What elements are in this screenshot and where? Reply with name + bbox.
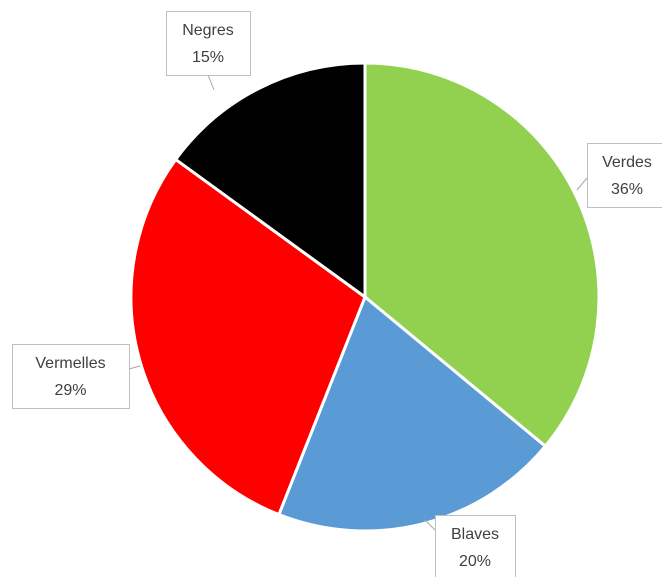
leader-line — [207, 74, 215, 91]
label-box — [435, 515, 516, 577]
label-percent: 20% — [459, 553, 491, 570]
data-label-negres: Negres 15% — [166, 11, 251, 91]
slice-verdes — [363, 61, 601, 449]
label-category: Verdes — [602, 154, 652, 171]
label-category: Blaves — [451, 526, 499, 543]
data-label-verdes: Verdes 36% — [576, 143, 662, 208]
label-percent: 15% — [192, 49, 224, 66]
pie-data-labels: Verdes 36% Blaves 20% Vermelles 29% Negres 15% — [12, 11, 662, 577]
label-category: Vermelles — [35, 355, 105, 372]
slice-negres — [173, 61, 367, 300]
data-label-blaves: Blaves 20% — [424, 515, 516, 577]
pie-slices — [129, 61, 601, 533]
slice-vermelles — [129, 157, 367, 517]
slice-blaves — [276, 294, 548, 533]
label-box — [166, 11, 251, 76]
label-percent: 36% — [611, 181, 643, 198]
leader-line — [576, 177, 588, 191]
label-percent: 29% — [54, 382, 86, 399]
label-category: Negres — [182, 22, 234, 39]
leader-line — [424, 519, 436, 531]
leader-line — [128, 365, 141, 370]
label-box — [12, 344, 130, 409]
label-box — [587, 143, 662, 208]
data-label-vermelles: Vermelles 29% — [12, 344, 141, 409]
